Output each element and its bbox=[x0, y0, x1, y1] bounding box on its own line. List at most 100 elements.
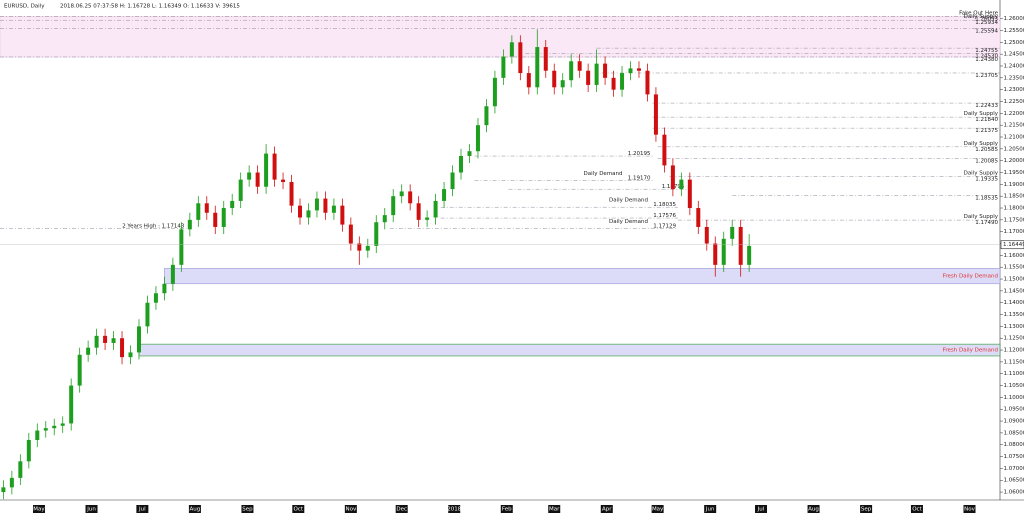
y-tick-label: 1.21500 bbox=[1004, 123, 1024, 129]
x-tick-label: Jun bbox=[86, 507, 96, 513]
level-label: 1.17490 bbox=[975, 220, 998, 226]
candle-body bbox=[560, 80, 565, 88]
level-note: Daily Demand bbox=[609, 219, 648, 225]
y-tick-label: 1.08000 bbox=[1004, 442, 1024, 448]
level-label: 2 Years High : 1.17143 bbox=[122, 223, 185, 229]
candle-body bbox=[230, 200, 235, 209]
candle-body bbox=[620, 73, 625, 90]
x-tick-box bbox=[85, 505, 98, 513]
x-tick-label: Jun bbox=[705, 507, 715, 513]
y-tick-label: 1.20500 bbox=[1004, 146, 1024, 152]
candle-body bbox=[145, 302, 150, 327]
candle-body bbox=[543, 47, 548, 71]
candle-body bbox=[594, 63, 599, 85]
candle-body bbox=[331, 205, 336, 213]
y-tick-label: 1.12500 bbox=[1004, 336, 1024, 342]
x-tick-label: May bbox=[652, 507, 664, 513]
level-note: Daily Demand bbox=[609, 198, 648, 204]
level-note: Daily Supply bbox=[964, 170, 999, 176]
candle-body bbox=[281, 179, 286, 182]
level-note: Daily Demand bbox=[584, 171, 623, 177]
level-label: 1.26093 bbox=[975, 16, 998, 22]
candle-body bbox=[69, 385, 74, 424]
y-tick-label: 1.26000 bbox=[1004, 16, 1024, 22]
candle-body bbox=[501, 56, 506, 78]
level-label: 1.17576 bbox=[653, 213, 676, 219]
y-tick-label: 1.23000 bbox=[1004, 87, 1024, 93]
level-note: Daily Supply bbox=[964, 14, 999, 20]
level-label: 1.21375 bbox=[975, 128, 998, 134]
x-tick-label: Oct bbox=[912, 507, 922, 513]
y-tick-label: 1.14000 bbox=[1004, 300, 1024, 306]
y-tick-label: 1.11500 bbox=[1004, 359, 1024, 365]
x-tick-label: Nov bbox=[345, 507, 356, 513]
candle-body bbox=[1, 487, 6, 493]
candle-body bbox=[747, 245, 752, 265]
x-tick-label: Jul bbox=[757, 507, 765, 513]
x-tick-box bbox=[136, 505, 149, 513]
candle-body bbox=[314, 198, 319, 211]
y-tick-label: 1.19500 bbox=[1004, 170, 1024, 176]
level-label: 1.19335 bbox=[975, 176, 998, 182]
level-label: 1.20585 bbox=[975, 147, 998, 153]
level-label: 1.22433 bbox=[975, 103, 998, 109]
y-tick-label: 1.09500 bbox=[1004, 407, 1024, 413]
zone bbox=[164, 268, 1001, 285]
y-tick-label: 1.07000 bbox=[1004, 466, 1024, 472]
y-tick-label: 1.08500 bbox=[1004, 430, 1024, 436]
candle-body bbox=[475, 125, 480, 152]
candle-body bbox=[518, 42, 523, 74]
level-label: 1.19170 bbox=[628, 175, 651, 181]
candle-body bbox=[704, 226, 709, 244]
candle-body bbox=[653, 94, 658, 135]
zone bbox=[0, 16, 1001, 58]
level-label: 1.24530 bbox=[975, 53, 998, 59]
y-tick-label: 1.17500 bbox=[1004, 217, 1024, 223]
candle-body bbox=[391, 196, 396, 216]
candle-body bbox=[442, 189, 447, 201]
candle-body bbox=[103, 335, 108, 343]
x-tick-box bbox=[292, 505, 305, 513]
x-tick-box bbox=[395, 505, 408, 513]
candle-body bbox=[662, 134, 667, 166]
x-tick-label: 2018 bbox=[447, 507, 461, 513]
x-tick-box bbox=[188, 505, 201, 513]
y-tick-label: 1.19000 bbox=[1004, 182, 1024, 188]
x-tick-box bbox=[910, 505, 923, 513]
zone-label: Fresh Daily Demand bbox=[943, 274, 998, 280]
x-tick-box bbox=[807, 505, 820, 513]
zone bbox=[138, 343, 1001, 357]
candle-body bbox=[255, 172, 260, 187]
level-label: 1.18535 bbox=[975, 195, 998, 201]
level-label: 1.25934 bbox=[975, 20, 998, 26]
candle-body bbox=[187, 219, 192, 230]
x-tick-label: Oct bbox=[294, 507, 304, 513]
level-label: 1.20085 bbox=[975, 159, 998, 165]
y-tick-label: 1.16000 bbox=[1004, 253, 1024, 259]
candle-body bbox=[425, 217, 430, 220]
candle-body bbox=[9, 477, 14, 488]
x-tick-label: Mar bbox=[549, 507, 560, 513]
y-tick-label: 1.07500 bbox=[1004, 454, 1024, 460]
candle-body bbox=[247, 172, 252, 180]
candle-body bbox=[450, 172, 455, 190]
y-tick-label: 1.22000 bbox=[1004, 111, 1024, 117]
candle-body bbox=[687, 179, 692, 209]
level-note: Daily Supply bbox=[964, 141, 999, 147]
x-tick-box bbox=[344, 505, 357, 513]
x-tick-label: Jul bbox=[138, 507, 146, 513]
candle-body bbox=[374, 222, 379, 246]
candle-body bbox=[645, 70, 650, 95]
candle-body bbox=[204, 203, 209, 213]
candle-body bbox=[611, 77, 616, 90]
candle-body bbox=[306, 210, 311, 218]
candle-body bbox=[679, 179, 684, 190]
candle-body bbox=[35, 430, 40, 441]
candle-body bbox=[696, 208, 701, 227]
y-tick-label: 1.24000 bbox=[1004, 63, 1024, 69]
candle-body bbox=[730, 226, 735, 239]
candle-body bbox=[272, 153, 277, 180]
x-tick-label: Nov bbox=[964, 507, 975, 513]
candle-body bbox=[526, 73, 531, 88]
